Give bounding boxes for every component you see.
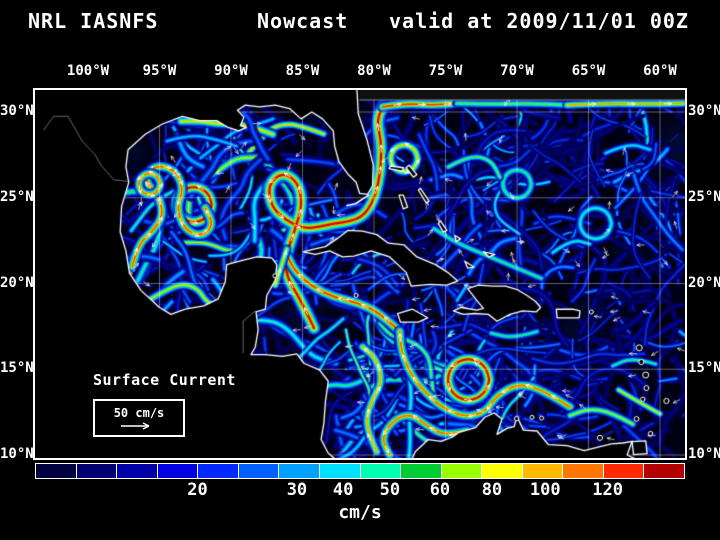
- lon-axis-label: 80°W: [357, 63, 391, 79]
- colorbar-tick: 20: [187, 480, 208, 500]
- colorbar-unit-label: cm/s: [338, 502, 382, 523]
- colorbar-tick: 100: [529, 480, 561, 500]
- colorbar-segment: [481, 463, 523, 479]
- colorbar-tick: 80: [481, 480, 503, 500]
- colorbar-segment: [156, 463, 199, 479]
- lat-axis-label: 30°N: [0, 103, 34, 119]
- lon-axis-label: 60°W: [643, 63, 677, 79]
- colorbar-segment: [440, 463, 483, 479]
- lat-axis-label: 10°N: [0, 446, 34, 462]
- title-valid: valid at 2009/11/01 00Z: [389, 9, 689, 33]
- colorbar-segment: [562, 463, 604, 479]
- colorbar-tick: 40: [332, 480, 354, 500]
- colorbar-tick: 60: [429, 480, 451, 500]
- colorbar-segment: [278, 463, 320, 479]
- colorbar-segment: [116, 463, 158, 479]
- title-mode: Nowcast: [257, 9, 349, 33]
- lon-axis-label: 70°W: [500, 63, 534, 79]
- current-scale-label: 50 cm/s: [113, 405, 165, 420]
- colorbar-segment: [197, 463, 239, 479]
- colorbar-tick: 30: [286, 480, 308, 500]
- colorbar-segment: [359, 463, 402, 479]
- colorbar-tick: 50: [379, 480, 401, 500]
- lat-axis-label: 25°N: [688, 188, 720, 205]
- lat-axis-label: 25°N: [0, 188, 34, 205]
- colorbar-segment: [318, 463, 361, 479]
- current-scale-box: 50 cm/s: [93, 399, 185, 437]
- lon-axis-label: 85°W: [285, 63, 320, 79]
- colorbar-segment: [643, 463, 685, 479]
- colorbar-segment: [602, 463, 645, 479]
- colorbar-segment: [75, 463, 118, 479]
- ocean-current-canvas: [35, 90, 685, 458]
- lon-axis-label: 65°W: [571, 63, 606, 79]
- colorbar-segment: [35, 463, 77, 479]
- lat-axis-label: 20°N: [688, 274, 720, 291]
- lon-axis-label: 75°W: [428, 63, 463, 79]
- lon-axis-label: 90°W: [214, 63, 248, 79]
- speed-colorbar: [35, 463, 685, 479]
- title-product: NRL IASNFS: [28, 9, 159, 33]
- lat-axis-label: 10°N: [688, 446, 720, 462]
- lat-axis-label: 15°N: [688, 360, 720, 377]
- lat-axis-label: 30°N: [688, 103, 720, 119]
- colorbar-segment: [400, 463, 442, 479]
- lon-axis-label: 100°W: [66, 63, 110, 79]
- map-frame: Surface Current 50 cm/s: [33, 88, 687, 460]
- colorbar-segment: [237, 463, 280, 479]
- lat-axis-label: 20°N: [0, 274, 34, 291]
- surface-current-label: Surface Current: [93, 371, 236, 389]
- lon-axis-label: 95°W: [142, 63, 177, 79]
- colorbar-tick: 120: [592, 480, 623, 500]
- lat-axis-label: 15°N: [0, 360, 34, 377]
- current-scale-arrow-icon: [121, 421, 150, 430]
- colorbar-segment: [521, 463, 564, 479]
